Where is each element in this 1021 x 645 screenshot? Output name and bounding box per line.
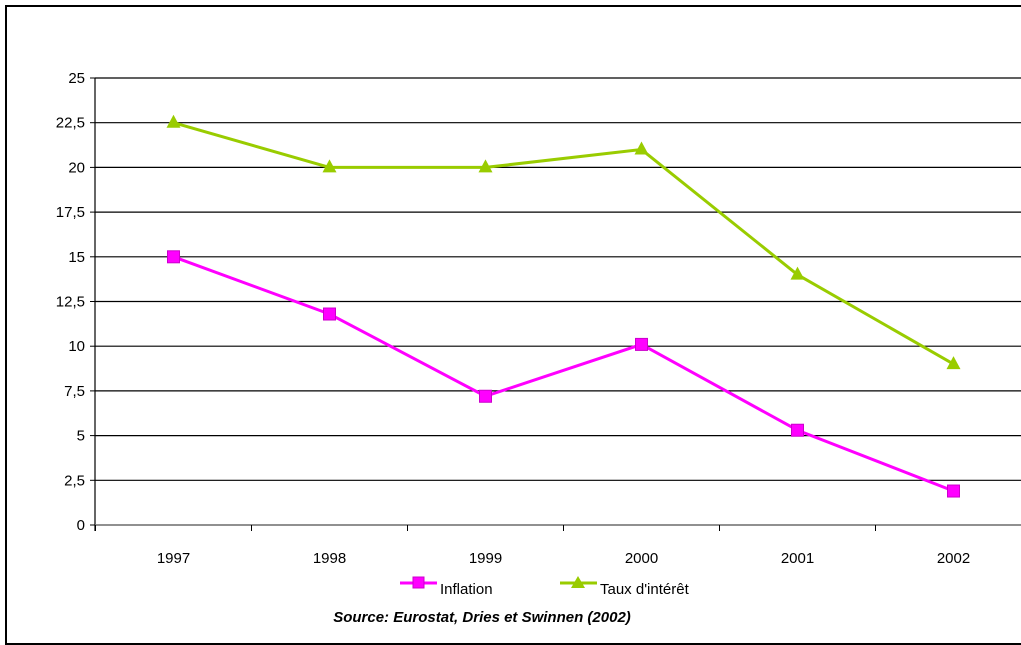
legend: Inflation Taux d'intérêt xyxy=(400,576,690,598)
y-tick-label-4: 10 xyxy=(68,338,85,355)
series-inflation-line xyxy=(174,257,954,491)
x-tick-label-1997: 1997 xyxy=(157,550,190,567)
source-note: Source: Eurostat, Dries et Swinnen (2002… xyxy=(333,609,631,626)
y-tick-label-10: 25 xyxy=(68,70,85,87)
series-taux-line xyxy=(174,123,954,364)
point-taux-2001 xyxy=(791,267,805,280)
x-tick-label-2000: 2000 xyxy=(625,550,658,567)
x-tick-label-2001: 2001 xyxy=(781,550,814,567)
point-taux-2000 xyxy=(635,142,649,155)
y-tick-label-0: 0 xyxy=(77,517,85,534)
y-tick-label-5: 12,5 xyxy=(56,294,85,311)
x-tick-label-1998: 1998 xyxy=(313,550,346,567)
y-tick-label-1: 2,5 xyxy=(64,472,85,489)
y-tick-label-7: 17,5 xyxy=(56,204,85,221)
x-tick-label-1999: 1999 xyxy=(469,550,502,567)
point-inflation-1997 xyxy=(168,251,180,263)
point-inflation-1999 xyxy=(480,390,492,402)
y-tick-label-6: 15 xyxy=(68,249,85,266)
x-tick-label-2002: 2002 xyxy=(937,550,970,567)
y-tick-label-8: 20 xyxy=(68,159,85,176)
x-axis-ticks: 1997 1998 1999 2000 2001 2002 xyxy=(96,525,1021,567)
y-tick-label-3: 7,5 xyxy=(64,383,85,400)
legend-inflation-marker xyxy=(413,577,424,588)
y-tick-label-9: 22,5 xyxy=(56,115,85,132)
legend-taux-label: Taux d'intérêt xyxy=(600,581,690,598)
legend-inflation-label: Inflation xyxy=(440,581,493,598)
point-inflation-2001 xyxy=(792,424,804,436)
y-axis-ticks: 0 2,5 5 7,5 10 12,5 15 17,5 20 22,5 25 xyxy=(56,70,95,534)
point-inflation-2002 xyxy=(948,485,960,497)
point-inflation-2000 xyxy=(636,338,648,350)
y-tick-label-2: 5 xyxy=(77,428,85,445)
series-group xyxy=(167,115,961,497)
gridlines xyxy=(95,78,1021,525)
point-inflation-1998 xyxy=(324,308,336,320)
point-taux-1997 xyxy=(167,115,181,128)
